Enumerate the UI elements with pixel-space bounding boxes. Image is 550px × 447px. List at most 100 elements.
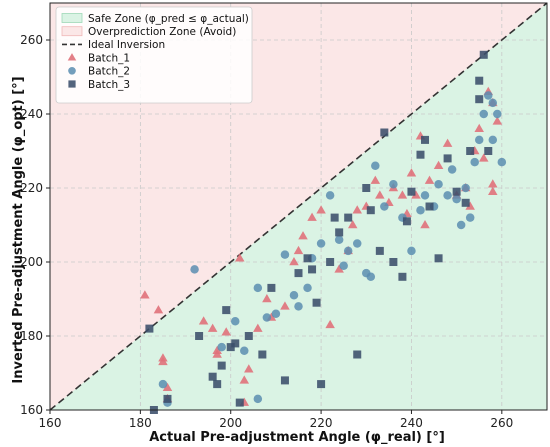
series-batch-2 [158,91,507,407]
data-point [380,128,389,137]
y-tick-label: 180 [20,329,43,343]
data-point [474,135,484,145]
legend-label: Safe Zone (φ_pred ≤ φ_actual) [88,13,249,25]
data-point [465,213,475,222]
data-point [145,324,154,333]
data-point [466,147,475,155]
data-point [294,302,303,311]
data-point [352,239,362,248]
data-point [253,283,263,293]
data-point [353,350,362,359]
y-tick-label: 220 [20,181,43,195]
plot-frame [49,2,548,411]
data-point [416,150,425,159]
data-point [212,345,222,355]
x-tick-label: 200 [219,416,242,430]
data-point [289,291,299,300]
legend-label: Overprediction Zone (Avoid) [88,26,236,38]
data-point [478,153,489,162]
data-point [424,175,435,184]
x-tick-label: 240 [400,416,423,430]
y-tick-label: 160 [20,403,43,417]
data-point [479,50,488,59]
series-batch-3 [145,50,493,414]
data-point [325,319,335,329]
data-point [198,316,209,325]
data-point [335,228,344,237]
data-point [371,161,380,171]
data-point [334,235,344,245]
data-point [307,212,317,221]
data-point [347,220,358,229]
data-point [443,191,452,200]
data-point [244,332,253,340]
data-point [380,202,389,211]
y-tick-label: 260 [20,33,43,47]
data-points [140,50,507,414]
data-point [493,109,502,119]
data-point [303,254,312,263]
x-tick-label: 220 [310,416,333,430]
data-point [208,372,217,381]
x-tick-label: 260 [490,416,513,430]
data-point [362,184,371,192]
data-point [488,135,498,145]
data-point [231,339,240,348]
data-point [280,250,290,259]
data-point [230,316,240,326]
data-point [420,191,430,200]
data-point [461,183,470,193]
legend-label: Batch_3 [88,79,130,91]
legend-label: Batch_2 [88,66,130,78]
data-point [267,283,276,292]
data-point [339,261,348,270]
data-point [366,206,375,215]
data-point [434,254,443,263]
data-point [366,272,376,282]
data-point [488,179,498,188]
legend-swatch [61,26,83,37]
data-point [190,265,199,274]
data-point [312,298,321,307]
data-point [298,231,308,240]
data-point [162,382,173,392]
data-point [375,190,385,199]
legend-swatch [68,80,76,88]
legend: Safe Zone (φ_pred ≤ φ_actual)Overpredict… [55,6,253,104]
data-point [158,379,168,389]
data-point [475,95,484,104]
data-point [195,332,204,340]
data-point [262,313,272,322]
data-point [416,205,425,215]
data-point [344,213,353,222]
data-point [239,375,250,384]
data-point [326,258,335,266]
data-point [497,157,507,167]
data-point [442,138,453,147]
data-point [443,154,452,163]
data-point [407,187,416,196]
data-point [303,283,312,293]
data-point [163,394,172,403]
data-point [280,376,289,385]
data-point [488,98,498,108]
data-point [140,290,150,299]
data-point [407,246,416,256]
data-point [425,202,434,211]
legend-swatch [67,53,77,61]
data-point [397,190,408,199]
data-point [334,264,344,273]
data-point [221,327,231,336]
x-tick-label: 160 [39,416,62,430]
data-point [280,301,290,310]
data-point [434,180,443,189]
data-point [253,323,263,332]
data-point [207,323,218,332]
data-point [461,198,470,207]
data-point [352,205,362,214]
data-point [406,168,417,177]
data-point [217,361,226,370]
data-point [262,294,272,303]
data-point [452,187,461,196]
